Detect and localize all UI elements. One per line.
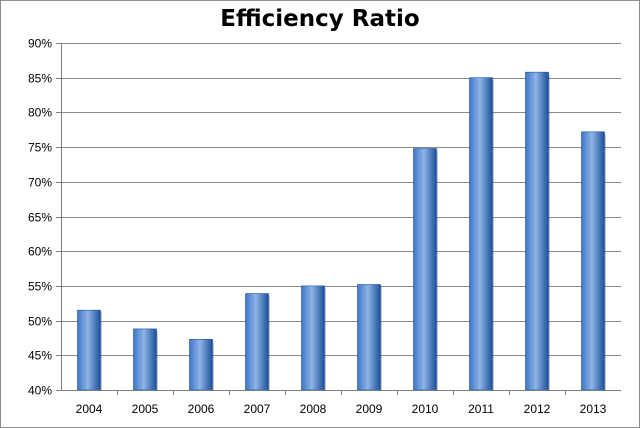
x-tick-label: 2008 [300,402,327,416]
x-tick-label: 2013 [580,402,607,416]
x-tick-label: 2006 [188,402,215,416]
bars [77,71,606,391]
y-tick-label: 40% [28,384,52,398]
bar-2013 [581,131,605,391]
bar-2010 [413,148,437,391]
bar-2005 [133,328,157,391]
x-tick-label: 2004 [76,402,103,416]
bar-2008 [301,285,325,391]
bar-2012 [525,71,549,391]
y-tick-label: 60% [28,245,52,259]
y-tick-label: 80% [28,106,52,120]
y-tick-label: 50% [28,315,52,329]
y-tick-label: 65% [28,211,52,225]
x-tick-label: 2009 [356,402,383,416]
x-tick-label: 2007 [244,402,271,416]
bar-2011 [469,77,493,391]
bar-2007 [245,293,269,391]
y-tick-label: 75% [28,141,52,155]
y-tick-label: 85% [28,72,52,86]
y-tick-labels: 40% 45% 50% 55% 60% 65% 70% 75% 80% 85% 90% [28,37,52,398]
x-tick-label: 2012 [524,402,551,416]
x-tick-label: 2010 [412,402,439,416]
bar-2004 [77,309,101,391]
y-tick-label: 45% [28,349,52,363]
y-tick-label: 55% [28,280,52,294]
y-tick-label: 70% [28,176,52,190]
x-tick-labels: 2004 2005 2006 2007 2008 2009 2010 2011 2012 2013 [76,402,607,416]
x-tick-label: 2005 [132,402,159,416]
x-tick-label: 2011 [468,402,494,416]
axes [56,43,621,395]
chart-title: Efficiency Ratio [220,6,420,32]
bar-2006 [189,339,213,391]
y-tick-label: 90% [28,37,52,51]
bar-2009 [357,284,381,391]
